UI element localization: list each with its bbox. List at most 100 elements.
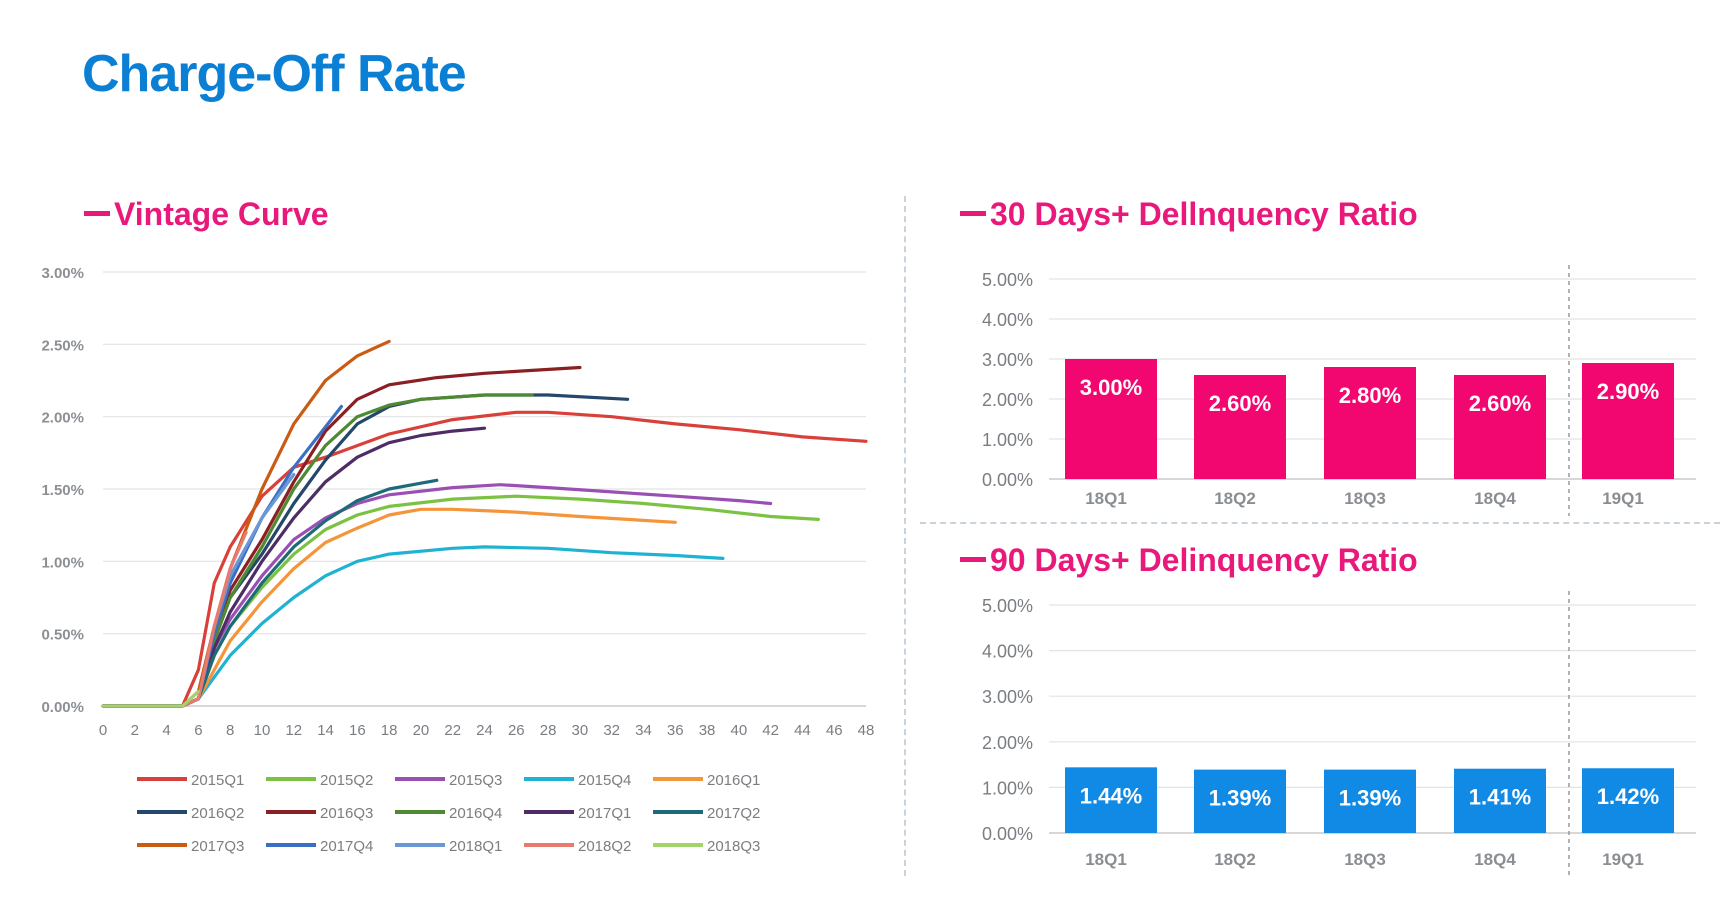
vintage-curve-chart: 0.00%0.50%1.00%1.50%2.00%2.50%3.00%0 2 4 6 8…: [41, 265, 875, 855]
x-tick-label: 8: [226, 722, 234, 739]
x-category-label: 19Q1: [1602, 489, 1644, 508]
x-tick-label: 48: [858, 722, 875, 739]
bar-value-label: 2.80%: [1339, 383, 1401, 408]
legend-item-2018Q1: 2018Q1: [395, 838, 502, 855]
delinquency-30-title: 30 Days+ Dellnquency Ratio: [960, 196, 1418, 233]
x-category-label: 18Q1: [1085, 850, 1127, 869]
y-tick-label: 1.00%: [41, 554, 84, 571]
y-tick-label: 0.00%: [982, 824, 1033, 844]
x-category-label: 18Q2: [1214, 489, 1256, 508]
bar-18Q3: [1324, 367, 1416, 479]
x-tick-label: 40: [730, 722, 747, 739]
legend-item-2015Q3: 2015Q3: [395, 772, 502, 789]
x-tick-label: 46: [826, 722, 843, 739]
bar-18Q2: [1194, 769, 1286, 833]
x-tick-label: 14: [317, 722, 334, 739]
x-tick-label: 34: [635, 722, 652, 739]
legend-item-2017Q3: 2017Q3: [137, 838, 244, 855]
legend-label: 2015Q3: [449, 772, 502, 789]
bar-19Q1: [1582, 363, 1674, 479]
legend-label: 2017Q1: [578, 805, 631, 822]
delinquency-30-title-text: 30 Days+ Dellnquency Ratio: [990, 196, 1418, 232]
y-tick-label: 3.00%: [982, 350, 1033, 370]
x-tick-label: 30: [572, 722, 589, 739]
vintage-curve-title-text: Vintage Curve: [114, 196, 329, 232]
legend-item-2018Q2: 2018Q2: [524, 838, 631, 855]
y-tick-label: 4.00%: [982, 310, 1033, 330]
x-tick-label: 28: [540, 722, 557, 739]
y-tick-label: 5.00%: [982, 596, 1033, 616]
y-tick-label: 2.00%: [41, 410, 84, 427]
legend-item-2018Q3: 2018Q3: [653, 838, 760, 855]
bar-19Q1: [1582, 768, 1674, 833]
y-tick-label: 5.00%: [982, 270, 1033, 290]
y-tick-label: 2.50%: [41, 337, 84, 354]
bar-value-label: 1.39%: [1209, 786, 1271, 811]
y-tick-label: 1.50%: [41, 482, 84, 499]
legend-item-2015Q4: 2015Q4: [524, 772, 631, 789]
y-tick-label: 1.00%: [982, 778, 1033, 798]
panel-divider-vertical: [904, 196, 906, 876]
legend-item-2016Q3: 2016Q3: [266, 805, 373, 822]
x-tick-label: 32: [603, 722, 620, 739]
legend-item-2016Q1: 2016Q1: [653, 772, 760, 789]
bar-value-label: 1.39%: [1339, 786, 1401, 811]
legend-label: 2015Q2: [320, 772, 373, 789]
vintage-curve-title: Vintage Curve: [84, 196, 329, 233]
y-tick-label: 4.00%: [982, 642, 1033, 662]
legend-label: 2017Q2: [707, 805, 760, 822]
y-tick-label: 2.00%: [982, 733, 1033, 753]
y-tick-label: 0.00%: [41, 699, 84, 716]
legend-item-2017Q2: 2017Q2: [653, 805, 760, 822]
y-tick-label: 0.00%: [982, 470, 1033, 490]
x-tick-label: 0: [99, 722, 107, 739]
legend-item-2016Q2: 2016Q2: [137, 805, 244, 822]
x-tick-label: 10: [254, 722, 271, 739]
bar-18Q2: [1194, 375, 1286, 479]
legend-item-2017Q1: 2017Q1: [524, 805, 631, 822]
title-dash: [84, 211, 110, 217]
bar-value-label: 1.41%: [1469, 785, 1531, 810]
x-tick-label: 24: [476, 722, 493, 739]
bar-value-label: 2.60%: [1209, 391, 1271, 416]
legend-label: 2018Q3: [707, 838, 760, 855]
bar-value-label: 2.90%: [1597, 379, 1659, 404]
legend-item-2017Q4: 2017Q4: [266, 838, 373, 855]
x-category-label: 18Q3: [1344, 850, 1386, 869]
x-tick-label: 18: [381, 722, 398, 739]
series-line-2018Q3: [101, 689, 200, 708]
legend-item-2016Q4: 2016Q4: [395, 805, 502, 822]
legend-label: 2016Q2: [191, 805, 244, 822]
x-category-label: 18Q4: [1474, 489, 1516, 508]
legend-label: 2018Q2: [578, 838, 631, 855]
bar-value-label: 1.44%: [1080, 783, 1142, 808]
bar-value-label: 1.42%: [1597, 784, 1659, 809]
bar-18Q3: [1324, 769, 1416, 833]
page-title: Charge-Off Rate: [82, 45, 467, 103]
x-category-label: 19Q1: [1602, 850, 1644, 869]
delinquency-90-title: 90 Days+ Delinquency Ratio: [960, 542, 1418, 579]
x-tick-label: 6: [194, 722, 202, 739]
legend-label: 2015Q4: [578, 772, 631, 789]
y-tick-label: 0.50%: [41, 627, 84, 644]
legend-label: 2016Q4: [449, 805, 502, 822]
y-tick-label: 2.00%: [982, 390, 1033, 410]
title-dash: [960, 557, 986, 563]
x-tick-label: 20: [413, 722, 430, 739]
x-tick-label: 4: [162, 722, 170, 739]
bar-18Q4: [1454, 375, 1546, 479]
x-tick-label: 26: [508, 722, 525, 739]
x-tick-label: 44: [794, 722, 811, 739]
bar-18Q4: [1454, 768, 1546, 833]
bar-value-label: 3.00%: [1080, 375, 1142, 400]
legend-label: 2016Q3: [320, 805, 373, 822]
x-tick-label: 12: [285, 722, 302, 739]
x-category-label: 18Q1: [1085, 489, 1127, 508]
bar-18Q1: [1065, 767, 1157, 833]
x-tick-label: 36: [667, 722, 684, 739]
x-tick-label: 42: [762, 722, 779, 739]
y-tick-label: 3.00%: [982, 687, 1033, 707]
bar-18Q1: [1065, 359, 1157, 479]
x-category-label: 18Q4: [1474, 850, 1516, 869]
